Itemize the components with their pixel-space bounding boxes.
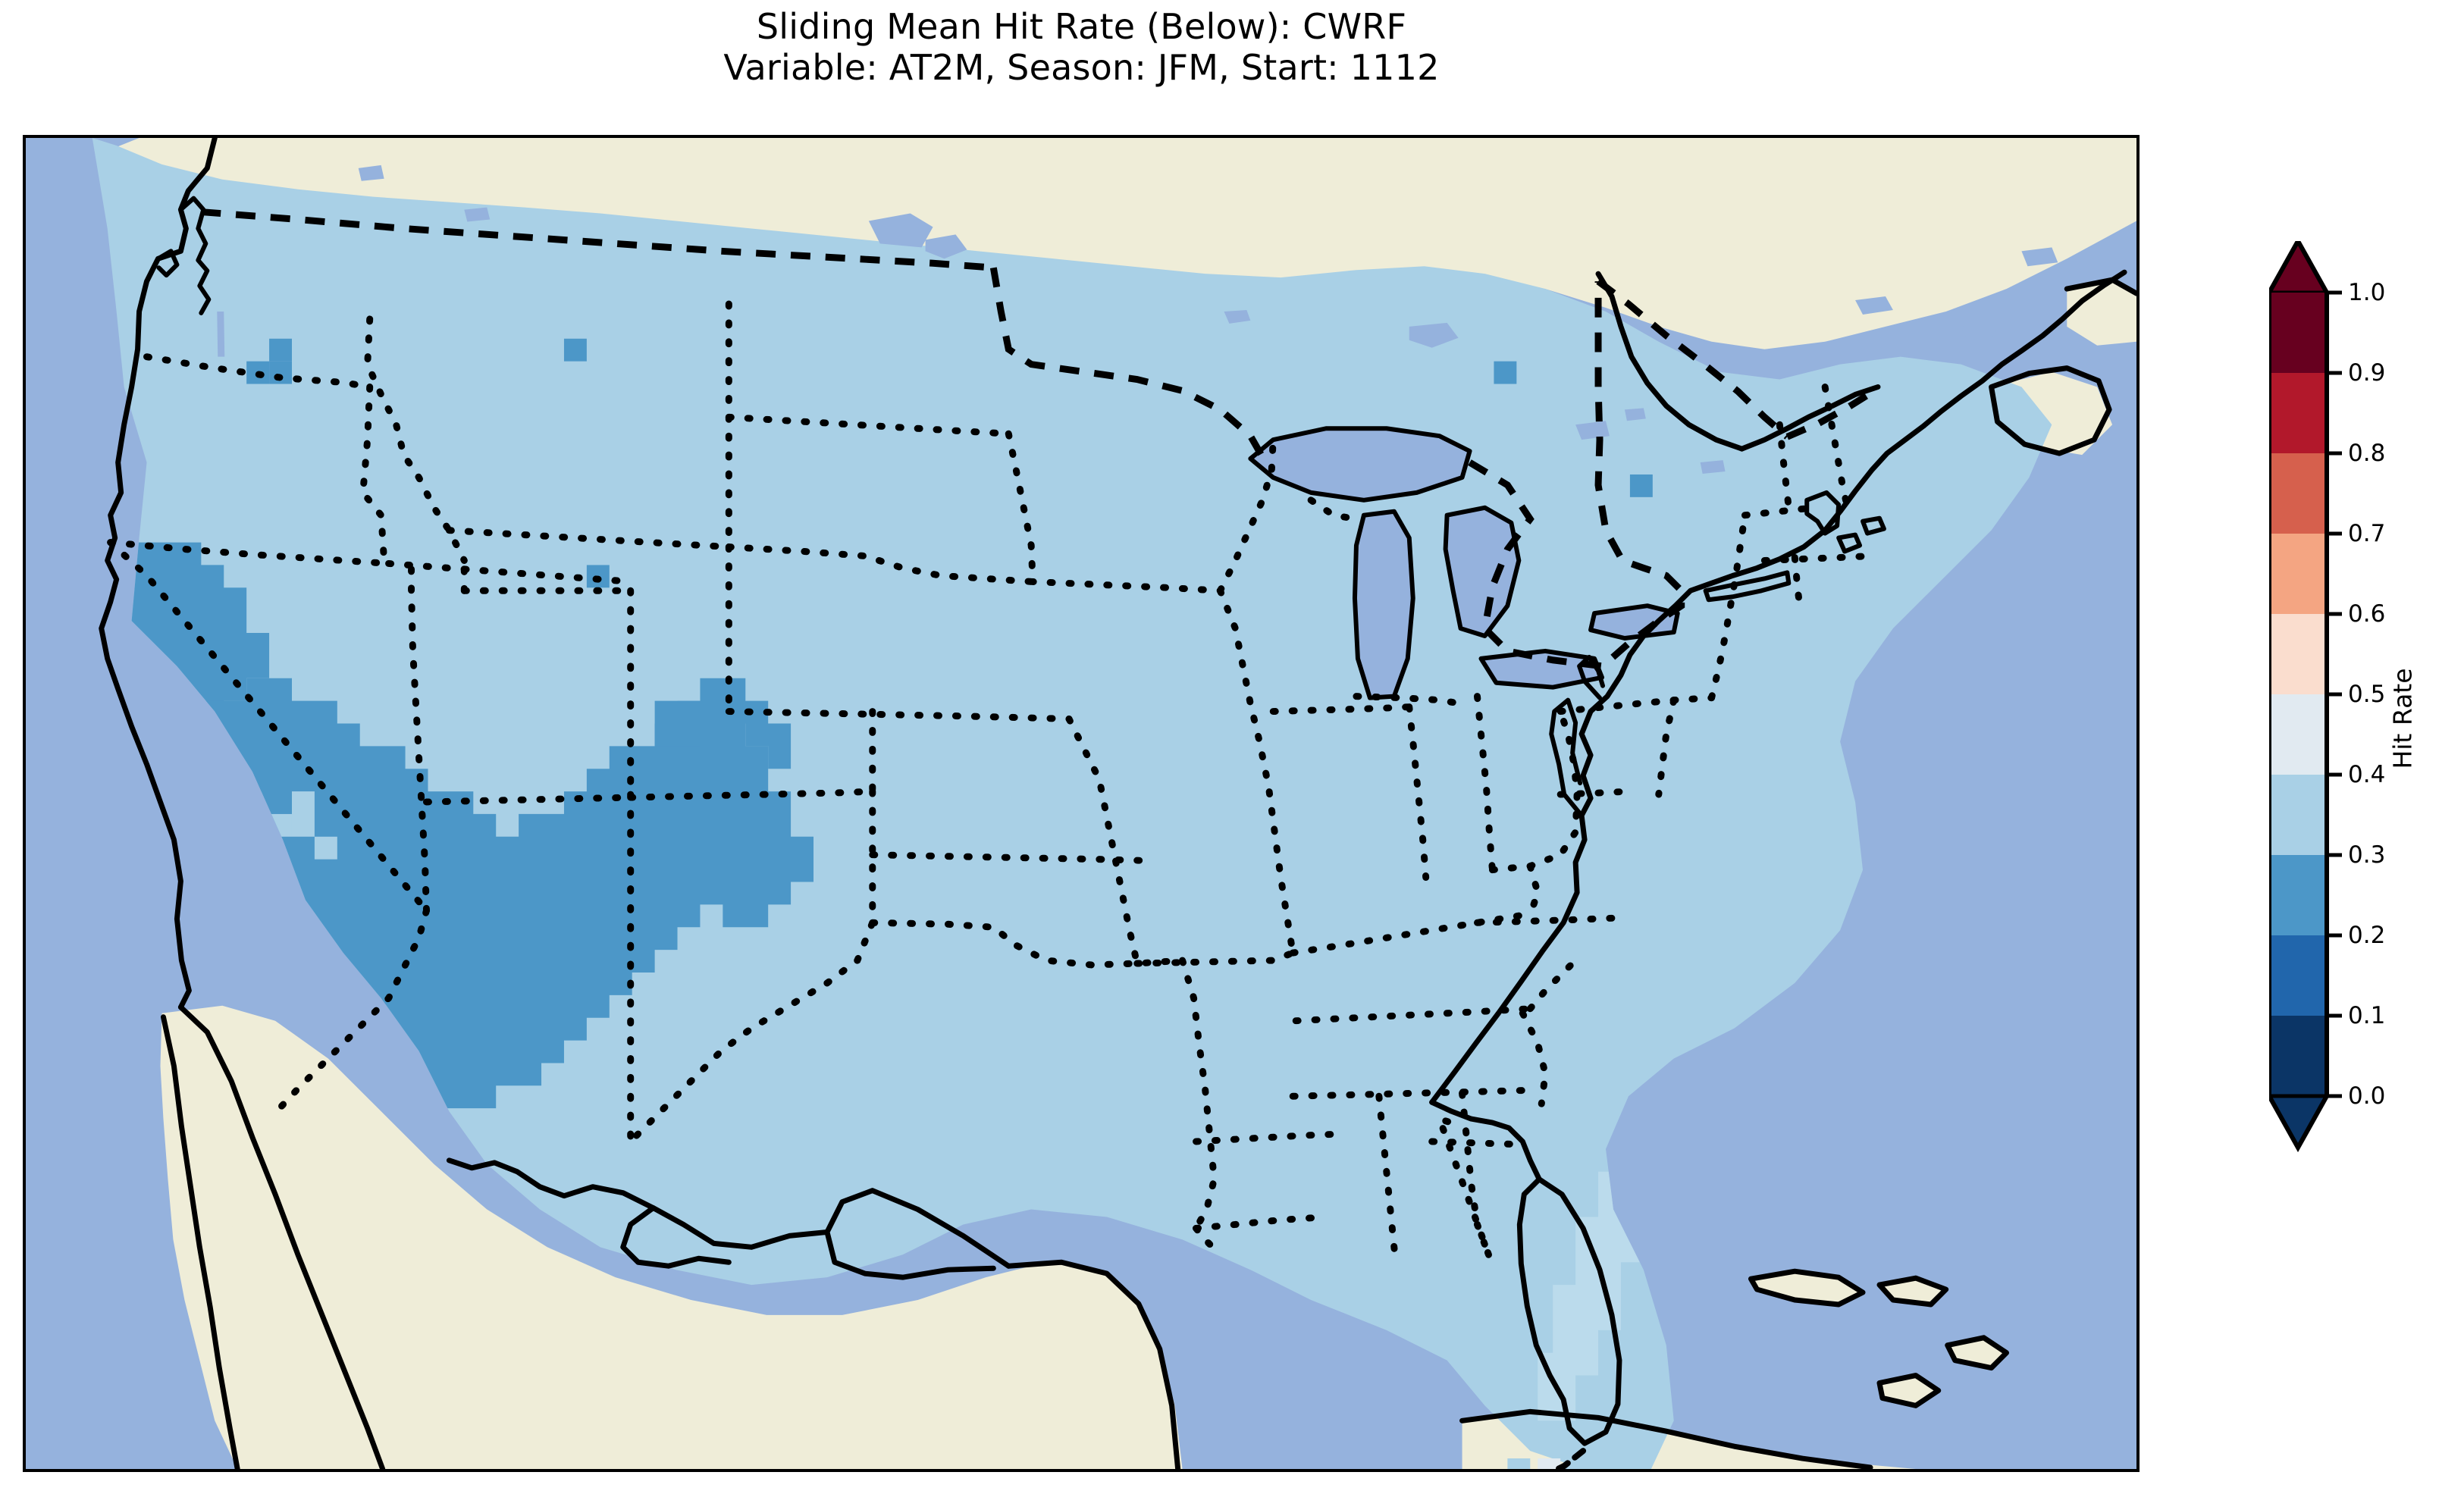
state-boundaries <box>107 300 1874 1266</box>
colorbar-tick-label-0.7: 0.7 <box>2348 520 2386 547</box>
chart-title-line-1: Sliding Mean Hit Rate (Below): CWRF <box>756 6 1407 47</box>
international-border <box>200 208 1876 670</box>
colorbar-tick-label-0.3: 0.3 <box>2348 841 2386 869</box>
chart-title-line-2: Variable: AT2M, Season: JFM, Start: 1112 <box>723 47 1440 89</box>
colorbar-axis-label: Hit Rate <box>2387 668 2418 769</box>
colorbar-extend-max <box>2269 241 2331 295</box>
chart-title-block: Sliding Mean Hit Rate (Below): CWRF Vari… <box>0 6 2163 89</box>
colorbar-tick-label-0.4: 0.4 <box>2348 761 2386 788</box>
colorbar-tick-label-0.0: 0.0 <box>2348 1082 2386 1110</box>
colorbar-tick-label-0.9: 0.9 <box>2348 359 2386 387</box>
cb-band-0.3-0.4 <box>2269 775 2327 855</box>
great-lakes <box>217 164 2058 698</box>
cb-band-0.7-0.8 <box>2269 453 2327 534</box>
cb-band-0.1-0.2 <box>2269 935 2327 1016</box>
colorbar-swatches <box>2269 241 2342 1153</box>
cb-band-0.2-0.3 <box>2269 855 2327 935</box>
cb-band-0.9-1.0 <box>2269 293 2327 373</box>
map-axes <box>23 135 2140 1472</box>
colorbar-tick-label-0.1: 0.1 <box>2348 1002 2386 1029</box>
colorbar: 1.0 0.9 0.8 0.7 0.6 0.5 0.4 0.3 0.2 0.1 … <box>2269 241 2462 1196</box>
colorbar-extend-min <box>2269 1094 2331 1152</box>
cb-band-0.6-0.7 <box>2269 534 2327 614</box>
offshore-grid-cells <box>1507 1458 1588 1469</box>
cb-band-0.4-0.5 <box>2269 694 2327 775</box>
colorbar-tick-label-0.2: 0.2 <box>2348 922 2386 949</box>
cb-band-0.0-0.1 <box>2269 1016 2327 1096</box>
cb-band-0.8-0.9 <box>2269 373 2327 453</box>
colorbar-tick-label-0.8: 0.8 <box>2348 440 2386 467</box>
cb-band-0.5-0.6 <box>2269 614 2327 694</box>
colorbar-ticks <box>2327 290 2342 1098</box>
conus-hit-rate-map <box>26 138 2136 1469</box>
colorbar-tick-label-0.5: 0.5 <box>2348 681 2386 708</box>
colorbar-tick-label-1.0: 1.0 <box>2348 279 2386 306</box>
coastline-layer <box>99 138 2136 1469</box>
colorbar-tick-label-0.6: 0.6 <box>2348 600 2386 628</box>
